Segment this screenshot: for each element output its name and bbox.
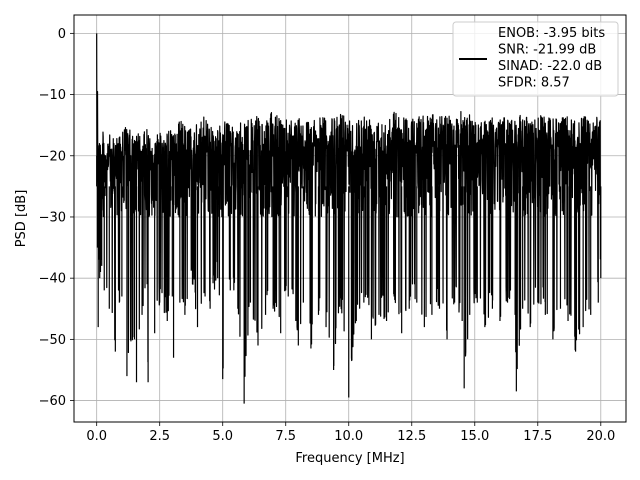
- psd-series-line: [96, 33, 602, 404]
- x-tick-label: 5.0: [212, 429, 233, 444]
- x-tick-label: 20.0: [586, 429, 615, 444]
- legend-text-snr: SNR: -21.99 dB: [498, 43, 596, 58]
- x-tick-label: 10.0: [334, 429, 363, 444]
- x-axis-label: Frequency [MHz]: [295, 451, 404, 466]
- x-tick-label: 12.5: [397, 429, 426, 444]
- data-layer: [96, 33, 602, 404]
- y-tick-label: 0: [58, 27, 66, 42]
- y-tick-label: −50: [39, 333, 66, 348]
- y-tick-label: −60: [39, 394, 66, 409]
- legend: ENOB: -3.95 bits SNR: -21.99 dB SINAD: -…: [452, 21, 619, 97]
- x-tick-label: 2.5: [149, 429, 170, 444]
- y-tick-label: −10: [39, 88, 66, 103]
- x-tick-label: 17.5: [523, 429, 552, 444]
- legend-box: [452, 21, 619, 97]
- x-tick-label: 7.5: [275, 429, 296, 444]
- x-tick-label: 0.0: [86, 429, 107, 444]
- axes-frame: [73, 14, 627, 423]
- y-tick-label: −40: [39, 272, 66, 287]
- x-tick-label: 15.0: [460, 429, 489, 444]
- y-tick-label: −20: [39, 149, 66, 164]
- legend-text-sfdr: SFDR: 8.57: [498, 76, 570, 91]
- y-tick-label: −30: [39, 210, 66, 225]
- legend-text-enob: ENOB: -3.95 bits: [498, 26, 605, 41]
- y-axis-label: PSD [dB]: [14, 190, 29, 248]
- tick-layer: 0.0 2.5 5.0 7.5 10.0 12.5 15.0 17.5 20.0 0 −10 −20 −…: [39, 27, 616, 444]
- legend-text-sinad: SINAD: -22.0 dB: [498, 59, 602, 74]
